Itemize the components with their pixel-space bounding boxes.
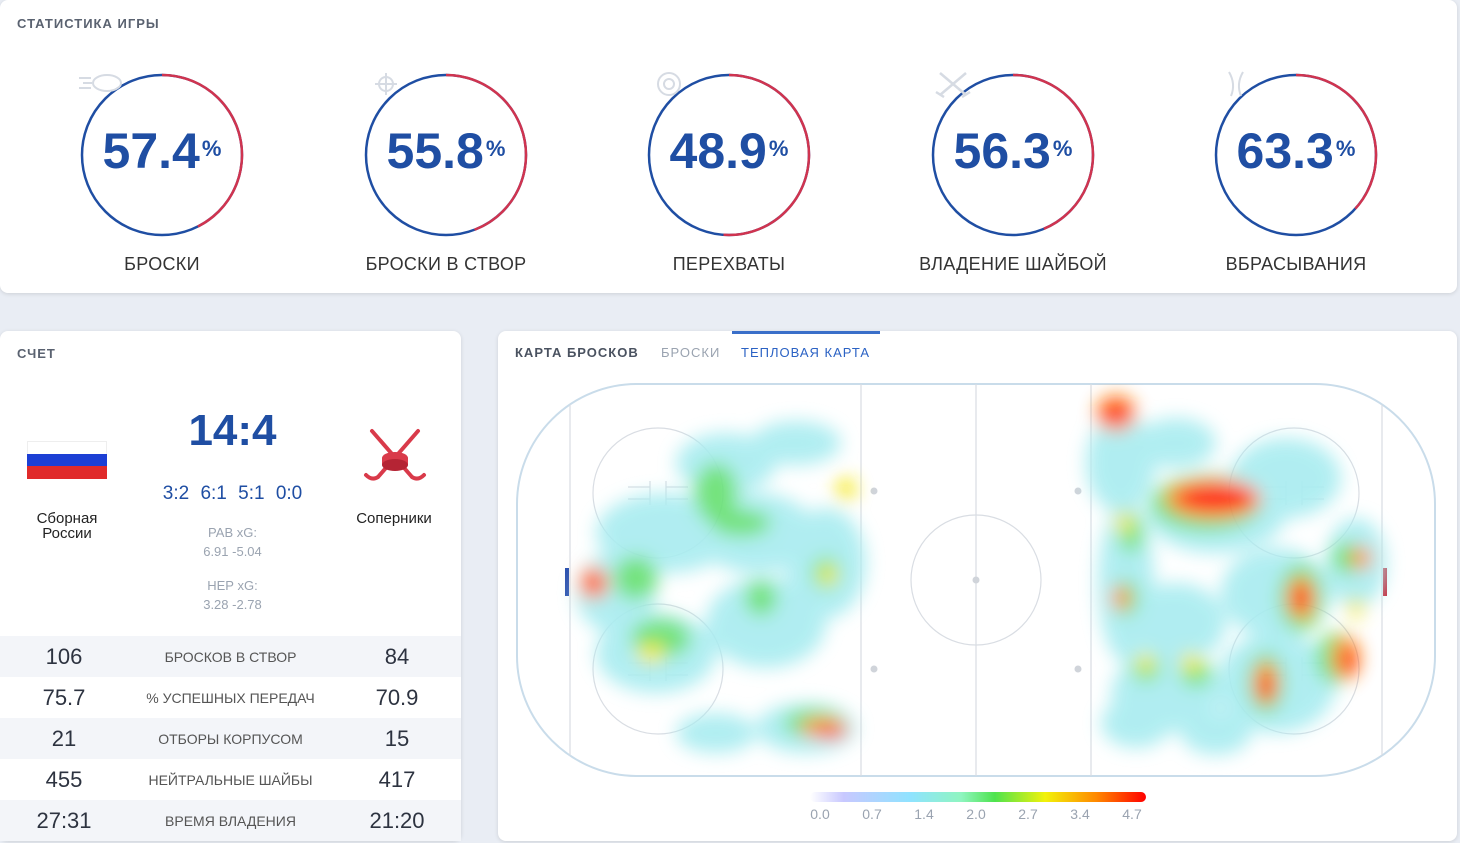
puck-shot-icon <box>79 74 122 92</box>
score-main: 14:4 <box>188 406 277 455</box>
tab-heatmap[interactable]: ТЕПЛОВАЯ КАРТА <box>741 345 871 360</box>
row-label: БРОСКОВ В СТВОР <box>164 648 297 665</box>
home-value: 27:31 <box>36 807 92 833</box>
faceoff-icon <box>1228 71 1244 97</box>
stat-label: ПЕРЕХВАТЫ <box>672 254 786 274</box>
stat-shots: 57.4% БРОСКИ <box>42 70 282 275</box>
stat-ring: 57.4% <box>77 70 247 240</box>
stat-value: 48.9% <box>669 123 789 179</box>
legend-tick: 2.7 <box>1018 806 1038 822</box>
legend-gradient <box>810 792 1146 802</box>
away-value: 70.9 <box>375 684 419 710</box>
stat-ring: 48.9% <box>644 70 814 240</box>
away-goal <box>1383 568 1387 596</box>
target-icon <box>657 72 681 96</box>
stat-ring: 55.8% <box>361 70 531 240</box>
stat-faceoffs: 63.3% ВБРАСЫВАНИЯ <box>1176 70 1416 275</box>
hockey-rink-heatmap <box>516 383 1436 777</box>
legend-ticks: 0.0 0.7 1.4 2.0 2.7 3.4 4.7 <box>810 806 1146 824</box>
table-row: 455 НЕЙТРАЛЬНЫЕ ШАЙБЫ 417 <box>0 759 461 800</box>
stat-value: 55.8% <box>386 123 506 179</box>
tab-shots[interactable]: БРОСКИ <box>661 345 721 360</box>
stat-label: БРОСКИ <box>124 254 200 274</box>
stat-label: ВЛАДЕНИЕ ШАЙБОЙ <box>919 254 1107 274</box>
crossed-hockey-sticks-logo <box>364 429 426 481</box>
active-tab-indicator <box>732 331 880 334</box>
stat-value: 63.3% <box>1236 123 1356 179</box>
stat-ring: 63.3% <box>1211 70 1381 240</box>
legend-tick: 1.4 <box>914 806 934 822</box>
table-row: 21 ОТБОРЫ КОРПУСОМ 15 <box>0 718 461 759</box>
pab-xg: РАВ xG: 6.91 -5.04 <box>203 525 262 559</box>
heatmap-legend: 0.0 0.7 1.4 2.0 2.7 3.4 4.7 <box>810 792 1146 824</box>
stat-ring: 56.3% <box>928 70 1098 240</box>
stat-interceptions: 48.9% ПЕРЕХВАТЫ <box>609 70 849 275</box>
russia-flag-icon <box>27 441 107 479</box>
ring-chart <box>1214 73 1378 237</box>
crosshair-icon <box>375 73 397 95</box>
away-team-name: Соперники <box>356 510 432 527</box>
ring-chart <box>80 73 244 237</box>
stat-shots-on-goal: 55.8% БРОСКИ В СТВОР <box>326 70 566 275</box>
score-card: СЧЕТ Сборная России 14:4 3:2 6:1 5:1 0:0… <box>0 331 461 841</box>
legend-tick: 4.7 <box>1122 806 1142 822</box>
stat-possession: 56.3% ВЛАДЕНИЕ ШАЙБОЙ <box>893 70 1133 275</box>
row-label: НЕЙТРАЛЬНЫЕ ШАЙБЫ <box>148 771 313 788</box>
row-label: ВРЕМЯ ВЛАДЕНИЯ <box>165 812 296 829</box>
shot-map-title: КАРТА БРОСКОВ <box>515 345 639 360</box>
table-row: 106 БРОСКОВ В СТВОР 84 <box>0 636 461 677</box>
stat-value: 56.3% <box>953 123 1073 179</box>
away-value: 84 <box>384 643 410 669</box>
ring-chart <box>931 73 1095 237</box>
away-value: 417 <box>378 766 416 792</box>
game-stats-card: СТАТИСТИКА ИГРЫ 57.4% БРОСКИ 55.8% <box>0 0 1457 293</box>
legend-tick: 0.7 <box>862 806 882 822</box>
stat-label: БРОСКИ В СТВОР <box>365 254 527 274</box>
home-value: 21 <box>51 725 77 751</box>
ring-chart <box>647 73 811 237</box>
home-value: 106 <box>45 643 83 669</box>
crossed-sticks-icon <box>935 72 971 98</box>
table-row: 27:31 ВРЕМЯ ВЛАДЕНИЯ 21:20 <box>0 800 461 841</box>
legend-tick: 3.4 <box>1070 806 1090 822</box>
legend-tick: 2.0 <box>966 806 986 822</box>
score-stats-table: 106 БРОСКОВ В СТВОР 84 75.7 % УСПЕШНЫХ П… <box>0 636 461 841</box>
shot-map-card: КАРТА БРОСКОВ БРОСКИ ТЕПЛОВАЯ КАРТА <box>498 331 1457 841</box>
stat-label: ВБРАСЫВАНИЯ <box>1225 254 1367 274</box>
faceoff-dots <box>870 487 1082 673</box>
row-label: ОТБОРЫ КОРПУСОМ <box>158 730 303 747</box>
home-goal <box>565 568 569 596</box>
ring-chart <box>364 73 528 237</box>
away-value: 21:20 <box>369 807 425 833</box>
home-value: 75.7 <box>42 684 86 710</box>
stat-value: 57.4% <box>102 123 222 179</box>
heatmap-layer <box>576 395 1386 755</box>
legend-tick: 0.0 <box>810 806 830 822</box>
score-title: СЧЕТ <box>17 346 56 361</box>
home-team-name: Сборная России <box>36 510 98 542</box>
row-label: % УСПЕШНЫХ ПЕРЕДАЧ <box>146 689 315 706</box>
home-value: 455 <box>45 766 83 792</box>
away-value: 15 <box>384 725 410 751</box>
game-stats-title: СТАТИСТИКА ИГРЫ <box>17 16 160 31</box>
hep-xg: НЕР xG: 3.28 -2.78 <box>203 578 262 612</box>
table-row: 75.7 % УСПЕШНЫХ ПЕРЕДАЧ 70.9 <box>0 677 461 718</box>
score-periods: 3:2 6:1 5:1 0:0 <box>162 483 303 504</box>
